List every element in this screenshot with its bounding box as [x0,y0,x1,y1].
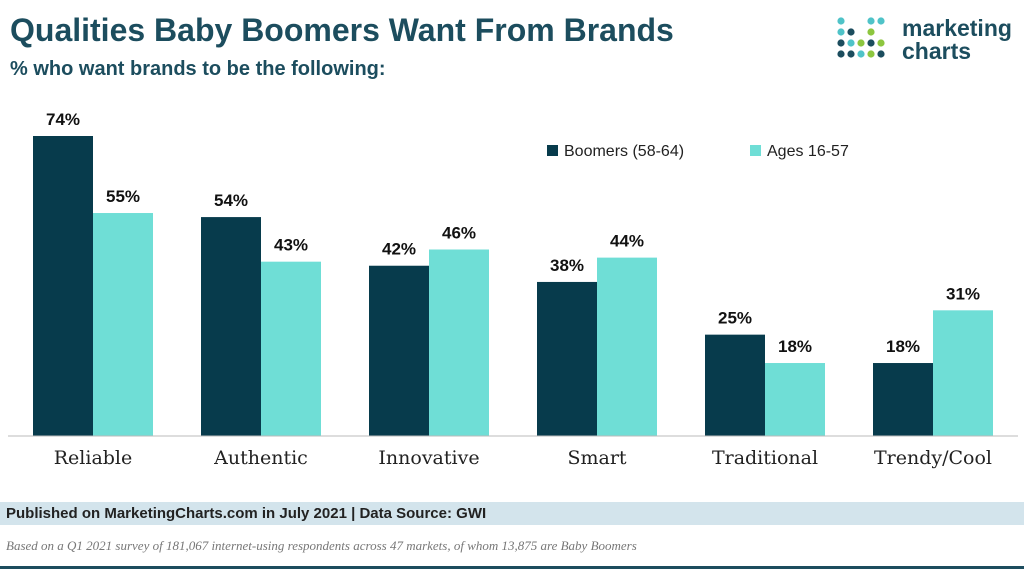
marketingcharts-logo: marketing charts [836,16,1021,66]
logo-dots-icon [837,17,885,58]
logo-dot [837,50,845,58]
chart-subtitle: % who want brands to be the following: [10,58,386,80]
category-label: Traditional [712,447,818,469]
footer-note: Based on a Q1 2021 survey of 181,067 int… [6,538,637,553]
data-label: 31% [946,284,980,303]
legend-swatch [750,145,761,156]
footer-band [0,502,1024,525]
category-label: Trendy/Cool [874,447,992,469]
logo-dot [867,39,875,47]
category-label: Innovative [378,447,479,469]
logo-dot [837,28,845,36]
bar-smart-series-2 [597,257,657,436]
category-label: Reliable [54,447,133,469]
chart-title: Qualities Baby Boomers Want From Brands [10,12,674,48]
data-label: 18% [886,337,920,356]
logo-dot [857,50,865,58]
data-label: 42% [382,240,416,259]
legend-label: Boomers (58-64) [564,143,684,160]
logo-dot [837,17,845,25]
logo-dot [867,17,875,25]
logo-wordmark: marketing charts [902,17,1012,63]
bar-innovative-series-1 [369,265,429,436]
data-label: 38% [550,256,584,275]
data-label: 54% [214,191,248,210]
bar-trendy-cool-series-1 [873,363,933,436]
logo-dot [857,39,865,47]
bar-chart: 74% 55% Reliable 54% 43% Authentic 42% 46% Innov… [8,110,1018,469]
logo-line-1: marketing [902,15,1012,41]
category-label: Authentic [213,447,308,469]
bottom-rule [0,566,1024,569]
logo-dot [877,39,885,47]
logo-dot [837,39,845,47]
data-label: 46% [442,224,476,243]
bar-trendy-cool-series-2 [933,310,993,436]
logo-dot [877,50,885,58]
data-label: 74% [46,110,80,129]
bar-authentic-series-2 [261,261,321,436]
bar-authentic-series-1 [201,217,261,436]
logo-dot [877,17,885,25]
logo-dot [847,28,855,36]
logo-dot [847,39,855,47]
legend-swatch [547,145,558,156]
bar-reliable-series-2 [93,213,153,436]
bar-traditional-series-1 [705,334,765,436]
footer-published: Published on MarketingCharts.com in July… [6,505,487,522]
legend-label: Ages 16-57 [767,143,849,160]
data-label: 25% [718,309,752,328]
logo-dot [847,50,855,58]
category-label: Smart [567,447,626,469]
bar-traditional-series-2 [765,363,825,436]
logo-line-2: charts [902,38,972,64]
logo-dot [867,50,875,58]
bar-reliable-series-1 [33,136,93,436]
logo-dot [867,28,875,36]
bar-smart-series-1 [537,281,597,436]
bar-innovative-series-2 [429,249,489,436]
data-label: 55% [106,187,140,206]
data-label: 43% [274,236,308,255]
data-label: 18% [778,337,812,356]
data-label: 44% [610,232,644,251]
